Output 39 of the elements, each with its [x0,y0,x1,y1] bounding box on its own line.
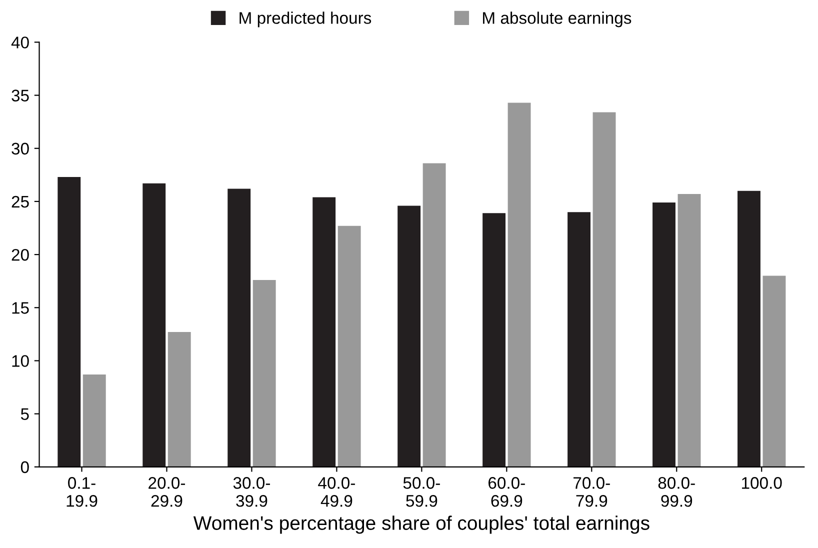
legend-label: M predicted hours [240,12,372,28]
bar [592,112,616,467]
bar [568,212,590,467]
y-tick-label: 10 [12,355,29,367]
x-tick-label: 40.0- 49.9 [318,477,355,507]
x-tick-label: 60.0- 69.9 [488,477,525,507]
bar [738,190,760,467]
bar [508,102,531,467]
y-tick-label: 35 [12,90,29,102]
bar [398,206,421,467]
x-tick-label: 70.0- 79.9 [574,477,610,507]
bar [338,226,361,467]
bar [168,332,191,467]
bar [142,183,166,467]
y-tick-label: 0 [20,461,29,474]
bar [252,280,276,467]
bar [678,194,701,467]
x-tick-label: 80.0- 99.9 [658,477,695,507]
x-tick-label: 0.1- 19.9 [66,477,98,507]
legend-label: M absolute earnings [483,12,632,28]
y-tick-label: 15 [12,302,29,314]
y-tick-label: 20 [12,248,29,261]
x-tick-label: 30.0- 39.9 [233,477,270,507]
x-tick-label: 100.0 [742,477,782,489]
x-tick-label: 50.0- 59.9 [403,477,440,507]
bar [312,197,336,467]
bar [228,188,251,467]
bar [482,213,506,467]
y-tick-label: 40 [11,36,29,48]
y-tick-label: 5 [20,408,29,420]
bar [58,177,81,467]
y-tick-label: 30 [12,142,29,155]
x-tick-label: 20.0- 29.9 [148,477,185,507]
bar [422,163,446,467]
bar [82,374,106,467]
bar [762,276,786,467]
y-tick-label: 25 [12,196,29,208]
bar [652,202,676,467]
x-axis-title: Women's percentage share of couples' total earnings [193,516,650,534]
